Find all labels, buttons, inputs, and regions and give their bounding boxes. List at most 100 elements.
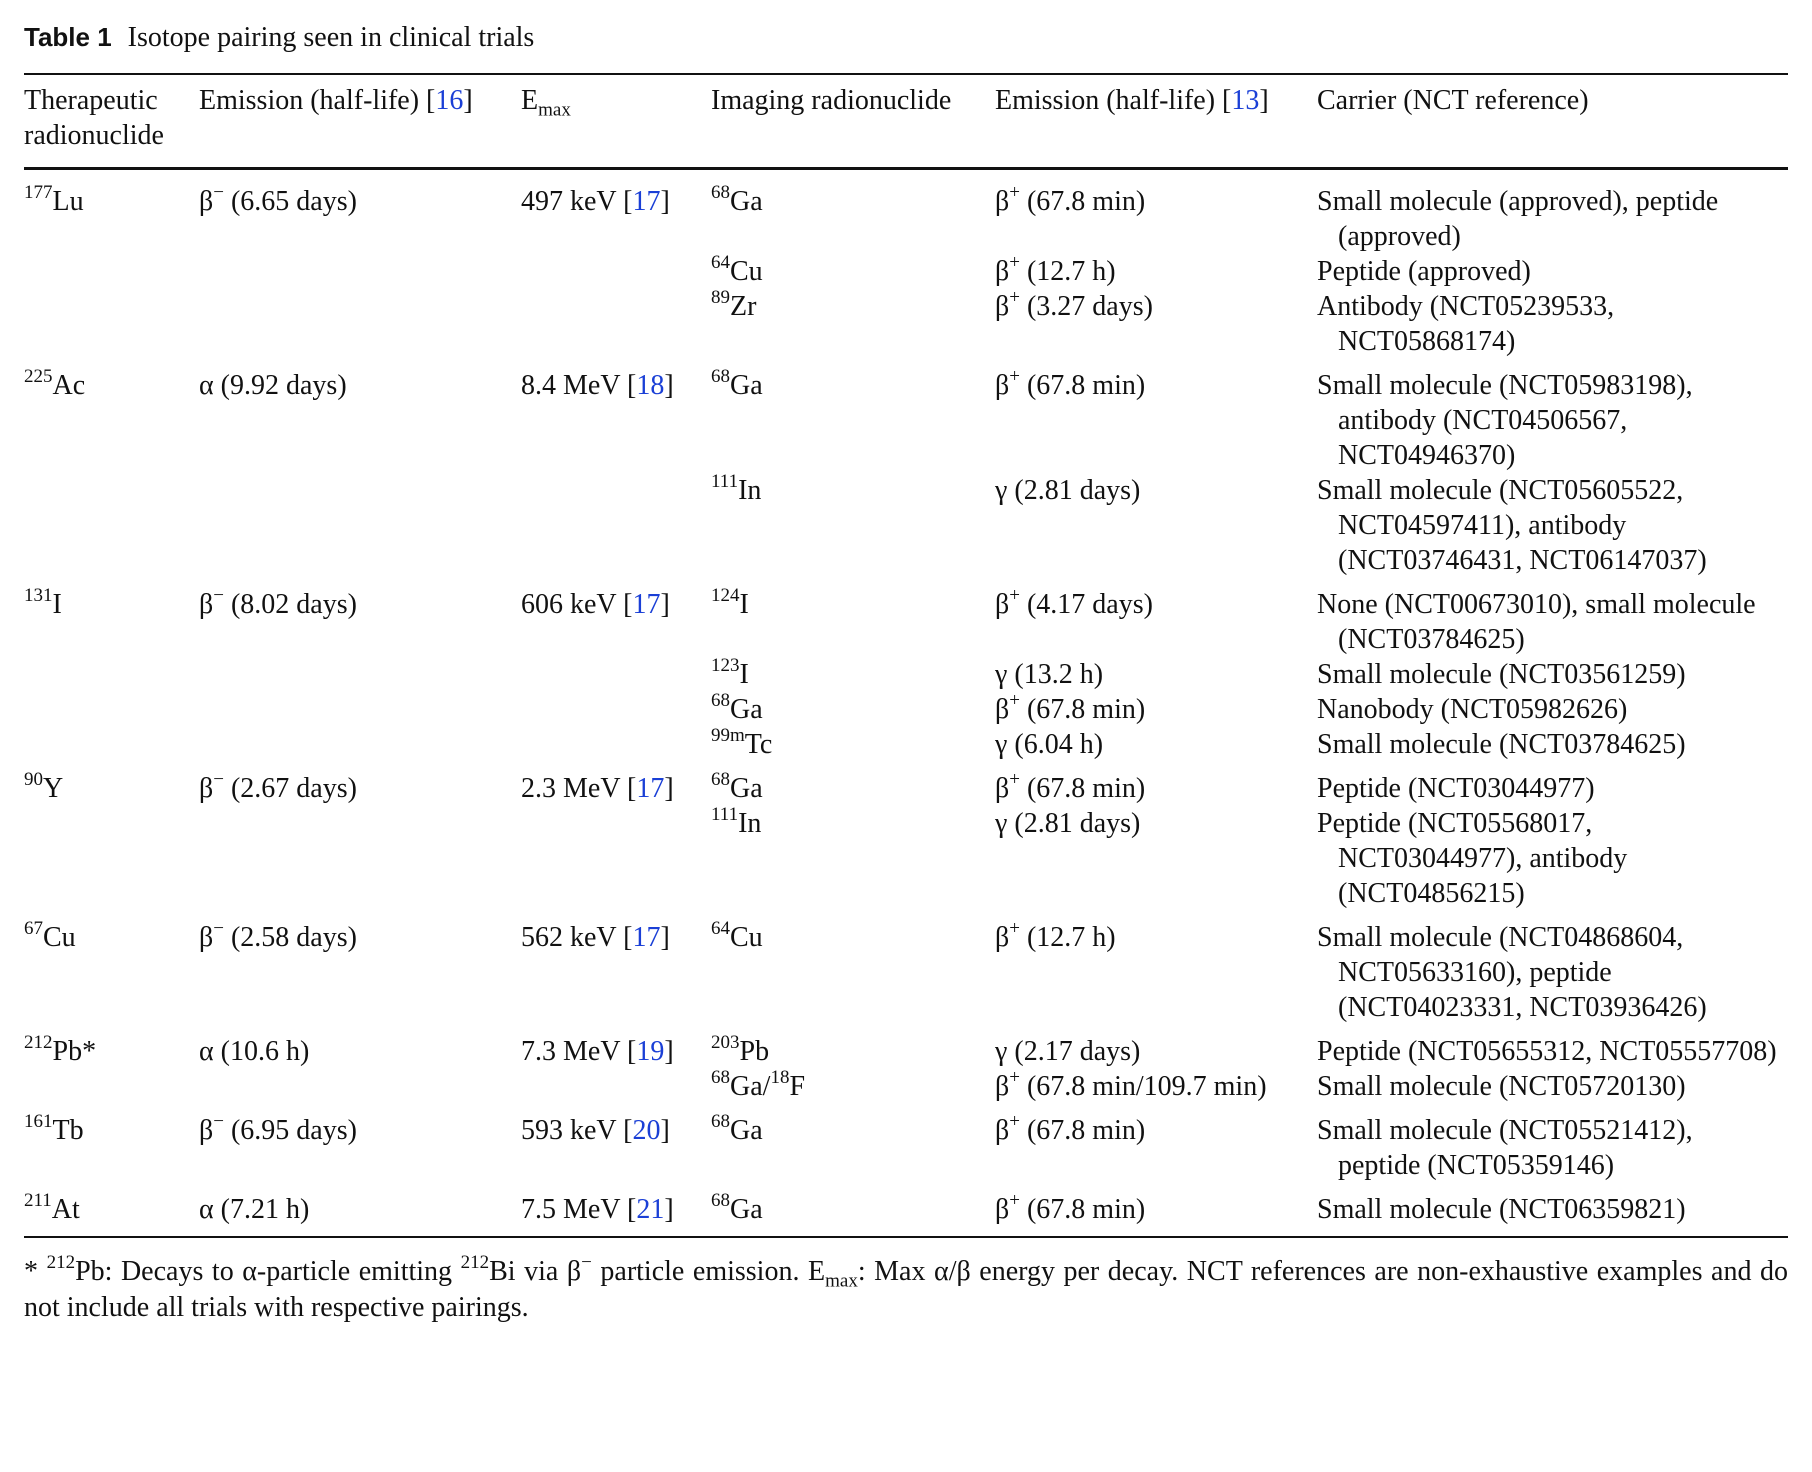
half-life: (67.8 min) bbox=[1019, 773, 1146, 804]
element-symbol: Ga bbox=[730, 370, 763, 401]
reference-link[interactable]: 19 bbox=[636, 1036, 665, 1067]
emission-charge: + bbox=[1009, 689, 1020, 711]
reference-link[interactable]: 21 bbox=[636, 1194, 665, 1225]
reference-link[interactable]: 17 bbox=[632, 922, 661, 953]
emission-type: β bbox=[995, 1071, 1010, 1102]
element-symbol: Cu bbox=[730, 256, 763, 287]
reference-link[interactable]: 17 bbox=[636, 773, 665, 804]
element-symbol: In bbox=[738, 808, 762, 839]
imaging-emission-cell: β+ (67.8 min/109.7 min) bbox=[995, 1068, 1317, 1104]
emission-type: β bbox=[995, 1115, 1010, 1146]
imaging-cell: 203Pb bbox=[711, 1025, 995, 1069]
imaging-cell: 68Ga bbox=[711, 1104, 995, 1183]
carrier-cell: Small molecule (NCT05521412), peptide (N… bbox=[1317, 1115, 1693, 1181]
header-imaging: Imaging radionuclide bbox=[711, 85, 952, 116]
therapeutic-cell: 67Cu bbox=[24, 911, 199, 1025]
therapeutic-emission-cell: β− (2.67 days) bbox=[199, 762, 521, 806]
half-life: (13.2 h) bbox=[1007, 659, 1104, 690]
emission-type: β bbox=[995, 694, 1010, 725]
imaging-emission-cell: β+ (12.7 h) bbox=[995, 251, 1317, 289]
element-symbol: Ga bbox=[730, 1115, 763, 1146]
therapeutic-cell bbox=[24, 473, 199, 578]
imaging-cell: 64Cu bbox=[711, 911, 995, 1025]
carrier-cell: Nanobody (NCT05982626) bbox=[1317, 694, 1628, 725]
reference-link[interactable]: 17 bbox=[632, 186, 661, 217]
half-life: (67.8 min/109.7 min) bbox=[1019, 1071, 1267, 1102]
footnote-text: particle emission. E bbox=[591, 1256, 826, 1287]
emission-type: β bbox=[995, 291, 1010, 322]
half-life: (10.6 h) bbox=[213, 1036, 310, 1067]
half-life: (2.81 days) bbox=[1007, 808, 1141, 839]
mass-number: 90 bbox=[24, 768, 43, 790]
imaging-cell: 89Zr bbox=[711, 286, 995, 359]
imaging-emission-cell: β+ (67.8 min) bbox=[995, 689, 1317, 727]
therapeutic-emission-cell: β− (2.58 days) bbox=[199, 911, 521, 1025]
therapeutic-emission-cell bbox=[199, 254, 521, 289]
emax-cell: 497 keV [17] bbox=[521, 186, 670, 217]
therapeutic-cell: 212Pb* bbox=[24, 1025, 199, 1069]
table-row: 161Tb β− (6.95 days) 593 keV [20] 68Ga β+ (6… bbox=[24, 1104, 1788, 1183]
therapeutic-emission-cell: β− (6.65 days) bbox=[199, 169, 521, 255]
emission-type: γ bbox=[995, 808, 1008, 839]
footnote-sup: − bbox=[581, 1251, 592, 1273]
emax-cell bbox=[521, 806, 711, 911]
emission-type: β bbox=[995, 922, 1010, 953]
emax-value: 562 keV [ bbox=[521, 922, 633, 953]
mass-number: 64 bbox=[711, 917, 730, 939]
footnote-text: : Max α/β energy per decay. NCT referenc… bbox=[24, 1256, 1789, 1323]
therapeutic-emission-cell: α (9.92 days) bbox=[199, 359, 521, 473]
therapeutic-cell bbox=[24, 1069, 199, 1104]
mass-number: 68 bbox=[711, 1110, 730, 1132]
reference-link[interactable]: 13 bbox=[1231, 85, 1260, 116]
element-symbol: Pb bbox=[739, 1036, 770, 1067]
therapeutic-cell bbox=[24, 254, 199, 289]
table-row: 212Pb* α (10.6 h) 7.3 MeV [19] 203Pb γ (2.17… bbox=[24, 1025, 1788, 1069]
table-row: 131I β− (8.02 days) 606 keV [17] 124I β+ (4.… bbox=[24, 578, 1788, 657]
emission-charge: + bbox=[1009, 286, 1020, 308]
emax-cell bbox=[521, 289, 711, 359]
table-title: Isotope pairing seen in clinical trials bbox=[127, 22, 535, 53]
element-symbol: I bbox=[739, 589, 749, 620]
emission-type: β bbox=[995, 1194, 1010, 1225]
carrier-cell: Small molecule (NCT03561259) bbox=[1317, 659, 1686, 690]
therapeutic-cell bbox=[24, 727, 199, 762]
element-symbol: Ga bbox=[730, 1194, 763, 1225]
mass-number: 89 bbox=[711, 286, 730, 308]
header-carrier: Carrier (NCT reference) bbox=[1317, 85, 1589, 116]
carrier-cell: Antibody (NCT05239533, NCT05868174) bbox=[1317, 291, 1615, 357]
emax-cell: 593 keV [20] bbox=[521, 1115, 670, 1146]
reference-link[interactable]: 16 bbox=[435, 85, 464, 116]
emission-type: β bbox=[995, 186, 1010, 217]
header-therapeutic: Therapeutic radionuclide bbox=[24, 85, 164, 151]
imaging-cell: 111In bbox=[711, 472, 995, 578]
therapeutic-emission-cell bbox=[199, 727, 521, 762]
emission-charge: + bbox=[1009, 251, 1020, 273]
half-life: (9.92 days) bbox=[213, 370, 347, 401]
isotope-pairing-table: Therapeutic radionuclide Emission (half-… bbox=[24, 73, 1788, 1238]
element-symbol: Pb* bbox=[52, 1036, 97, 1067]
reference-link[interactable]: 20 bbox=[632, 1115, 661, 1146]
imaging-cell: 124I bbox=[711, 578, 995, 657]
half-life: (7.21 h) bbox=[213, 1194, 310, 1225]
therapeutic-emission-cell: α (10.6 h) bbox=[199, 1025, 521, 1069]
header-emission-text: Emission (half-life) [ bbox=[995, 85, 1232, 116]
imaging-emission-cell: β+ (67.8 min) bbox=[995, 169, 1317, 255]
emax-value: 497 keV [ bbox=[521, 186, 633, 217]
therapeutic-cell: 225Ac bbox=[24, 359, 199, 473]
reference-link[interactable]: 18 bbox=[636, 370, 665, 401]
table-row: 111In γ (2.81 days) Peptide (NCT05568017, … bbox=[24, 805, 1788, 911]
imaging-emission-cell: β+ (67.8 min) bbox=[995, 359, 1317, 473]
carrier-cell: None (NCT00673010), small molecule (NCT0… bbox=[1317, 589, 1756, 655]
mass-number: 68 bbox=[711, 689, 730, 711]
table-row: 68Ga β+ (67.8 min) Nanobody (NCT05982626) bbox=[24, 689, 1788, 727]
emission-type: γ bbox=[995, 475, 1008, 506]
element-symbol: Ga bbox=[730, 186, 763, 217]
therapeutic-emission-cell bbox=[199, 473, 521, 578]
mass-number: 64 bbox=[711, 251, 730, 273]
emax-value: 7.5 MeV [ bbox=[521, 1194, 637, 1225]
emission-charge: + bbox=[1009, 768, 1020, 790]
reference-link[interactable]: 17 bbox=[632, 589, 661, 620]
imaging-emission-cell: β+ (67.8 min) bbox=[995, 762, 1317, 806]
therapeutic-cell: 131I bbox=[24, 578, 199, 657]
